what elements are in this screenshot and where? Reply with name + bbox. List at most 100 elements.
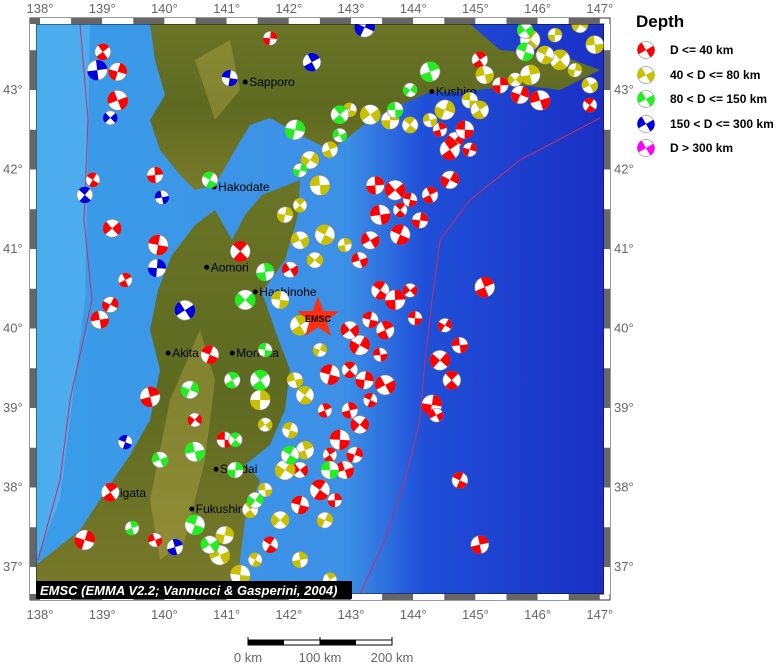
lon-tick-top: 142°	[275, 1, 302, 16]
focal-mechanism-shallow	[335, 460, 355, 480]
focal-mechanism-shallow	[117, 272, 133, 288]
beachball-icon	[637, 139, 655, 158]
focal-mechanism-intermediate	[249, 389, 271, 411]
focal-mechanism-intermediate	[507, 72, 523, 87]
focal-mechanism-shallow	[474, 276, 496, 298]
legend-label: D <= 40 km	[670, 43, 734, 58]
focal-mechanism-shallow	[421, 186, 439, 204]
city-dot	[213, 466, 219, 472]
focal-mechanism-mid-depth	[234, 289, 256, 311]
lon-tick-top: 138°	[27, 1, 54, 16]
lat-tick-right: 41°	[614, 241, 634, 256]
focal-mechanism-intermediate	[281, 421, 299, 439]
focal-mechanism-shallow	[349, 334, 371, 356]
focal-mechanism-intermediate	[274, 459, 296, 481]
focal-mechanism-intermediate	[401, 116, 419, 134]
lon-tick-top: 141°	[213, 1, 240, 16]
focal-mechanism-mid-depth	[246, 491, 264, 509]
city-dot	[429, 89, 435, 95]
legend-beachball	[637, 114, 655, 133]
focal-mechanism-mid-depth	[228, 432, 243, 448]
lon-tick-bottom: 141°	[213, 607, 240, 622]
legend-title: Depth	[636, 12, 685, 31]
lon-tick-bottom: 144°	[400, 607, 427, 622]
focal-mechanism-shallow	[355, 370, 374, 390]
city-layer: SapporoKushiroHakodateAomoriHachinoheAki…	[102, 75, 477, 516]
focal-mechanism-deep	[354, 24, 375, 38]
epicenter-star: EMSC	[297, 296, 339, 336]
focal-mechanism-intermediate	[571, 24, 589, 34]
focal-mechanism-deep	[166, 538, 184, 556]
focal-mechanism-mid-depth	[124, 520, 140, 536]
focal-mechanism-shallow	[529, 90, 551, 111]
focal-mechanism-mid-depth	[284, 119, 306, 141]
lat-tick-left: 41°	[3, 241, 23, 256]
focal-mechanism-shallow	[372, 347, 388, 363]
focal-mechanism-mid-depth	[516, 24, 534, 39]
focal-mechanism-shallow	[309, 479, 331, 501]
focal-mechanism-deep	[147, 258, 167, 278]
focal-mechanism-mid-depth	[292, 162, 308, 178]
focal-mechanism-deep	[174, 299, 196, 321]
focal-mechanism-shallow	[216, 431, 234, 449]
focal-mechanism-shallow	[360, 230, 380, 250]
focal-mechanism-shallow	[317, 403, 333, 418]
focal-mechanism-mid-depth	[402, 82, 418, 98]
focal-mechanism-intermediate	[247, 552, 263, 568]
focal-mechanism-intermediate	[321, 141, 339, 158]
beachball-icon	[637, 90, 655, 109]
city-label: Morioka	[236, 346, 279, 360]
map-area: SapporoKushiroHakodateAomoriHachinoheAki…	[36, 24, 604, 594]
focal-mechanism-intermediate	[286, 371, 304, 389]
city-label: Fukushima	[196, 502, 255, 516]
depth-legend: Depth D <= 40 km 40 < D <= 80 km 80 < D <=…	[636, 12, 774, 161]
focal-mechanism-deep	[102, 110, 118, 126]
scale-label-100: 100 km	[299, 650, 342, 662]
focal-mechanism-mid-depth	[151, 451, 169, 468]
focal-mechanism-shallow	[281, 261, 299, 278]
focal-mechanism-mid-depth	[184, 441, 206, 463]
focal-mechanism-shallow	[341, 361, 359, 379]
focal-mechanism-shallow	[374, 374, 396, 396]
lon-tick-bottom: 145°	[462, 607, 489, 622]
focal-mechanism-deep	[117, 434, 133, 450]
focal-mechanism-deep	[76, 186, 94, 204]
lat-tick-left: 43°	[3, 82, 23, 97]
legend-beachball	[637, 139, 655, 158]
focal-mechanism-shallow	[327, 492, 343, 508]
focal-mechanism-mid-depth	[386, 101, 404, 119]
focal-mechanism-shallow	[437, 318, 453, 333]
lat-tick-left: 37°	[3, 559, 23, 574]
focal-mechanism-shallow	[439, 139, 461, 160]
city-dot	[189, 506, 195, 512]
beachball-icon	[637, 41, 655, 60]
focal-mechanism-intermediate	[229, 564, 251, 586]
focal-mechanism-intermediate	[257, 482, 273, 498]
legend-item: 80 < D <= 150 km	[636, 87, 774, 112]
focal-mechanism-mid-depth	[201, 171, 219, 189]
focal-mechanism-intermediate	[519, 64, 541, 86]
focal-mechanism-shallow	[139, 386, 161, 408]
focal-mechanism-mid-depth	[180, 380, 200, 400]
lon-tick-bottom: 140°	[151, 607, 178, 622]
focal-mechanism-intermediate	[547, 27, 563, 43]
focal-mechanism-mid-depth	[257, 342, 273, 358]
focal-mechanism-intermediate	[422, 112, 438, 128]
focal-mechanism-intermediate	[257, 417, 273, 432]
focal-mechanism-intermediate	[585, 35, 604, 54]
focal-mechanism-shallow	[319, 364, 341, 385]
lon-tick-top: 143°	[338, 1, 365, 16]
focal-mechanism-shallow	[147, 532, 163, 548]
focal-mechanism-shallow	[491, 76, 509, 94]
focal-mechanism-shallow	[147, 234, 169, 256]
focal-mechanism-intermediate	[312, 342, 328, 358]
focal-mechanism-shallow	[375, 320, 395, 340]
focal-mechanism-intermediate	[292, 197, 308, 213]
focal-mechanism-shallow	[510, 85, 530, 105]
focal-mechanism-shallow	[341, 402, 359, 419]
focal-mechanism-intermediate	[215, 525, 235, 545]
focal-mechanism-shallow	[350, 415, 370, 434]
legend-beachball	[637, 90, 655, 109]
